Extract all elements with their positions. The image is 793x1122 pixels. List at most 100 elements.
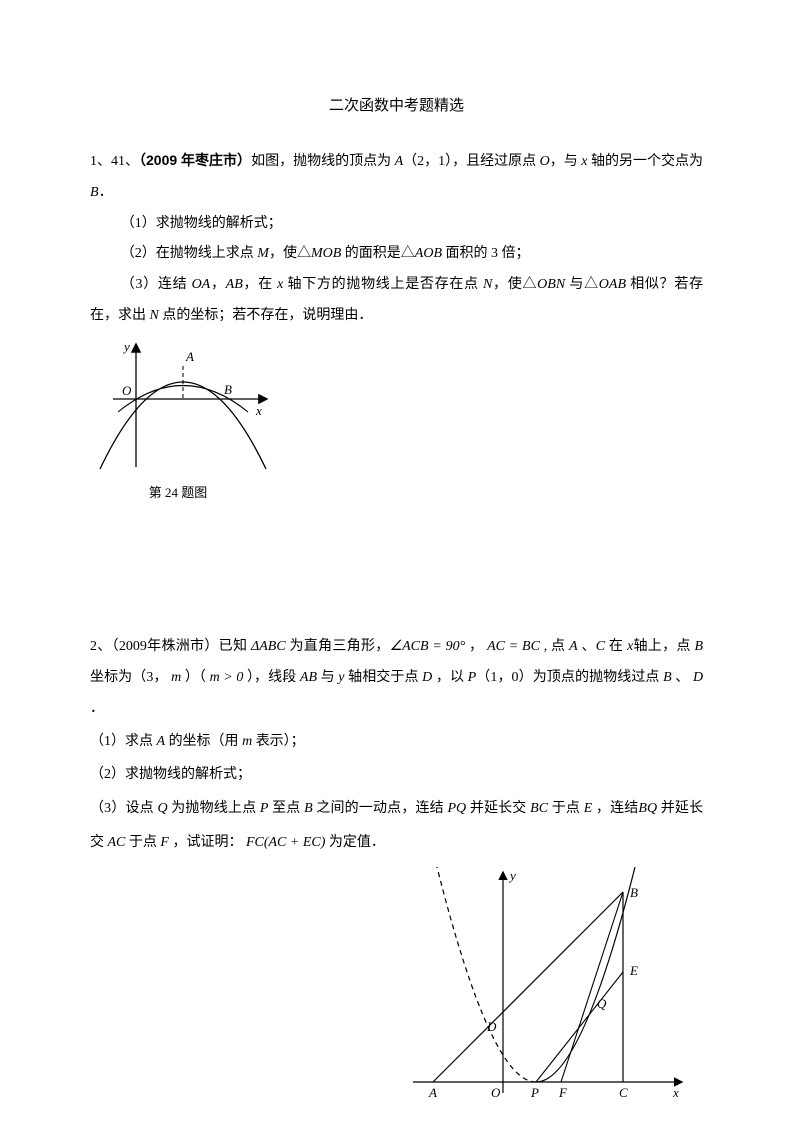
p1q2-c: 的面积是△ [341,246,415,261]
p1q2-d: 面积的 3 倍； [442,246,530,261]
p1-t4: 轴的另一个交点为 [588,154,704,169]
figure2: y B E Q D A O P F C x [403,867,693,1107]
fig2-x: x [672,1085,679,1100]
p2q1-b: 的坐标（用 [165,734,242,749]
p2-q2: （2）求抛物线的解析式； [90,758,703,792]
p1q3-N2: N [150,308,159,323]
p2q3-PQ: PQ [447,801,466,816]
p2-t2: ， [465,639,487,654]
p2-t3: , 点 [540,639,569,654]
page-title: 二次函数中考题精选 [90,90,703,123]
p2q3-F: F [160,835,169,850]
p2q3-g: ，连结 [592,801,638,816]
p2-t4: 、 [578,639,596,654]
problem1-intro: 1、41、（2009 年枣庄市）如图，抛物线的顶点为 A（2，1），且经过原点 … [90,145,703,209]
p2q1-c: 表示）； [252,734,305,749]
p1-q3: （3）连结 OA，AB，在 x 轴下方的抛物线上是否存在点 N，使△OBN 与△… [90,270,703,332]
p2q3-c: 至点 [268,801,304,816]
p2q3-BQ: BQ [638,801,657,816]
p2-t12: ，以 [432,670,467,685]
p2q3-j: ，试证明： [169,835,246,850]
fig2-Q: Q [597,996,607,1011]
p2-prefix: 2、（2009年株洲市）已知 [90,639,251,654]
fig1-A: A [185,349,194,364]
p2-A: A [569,639,578,654]
p2-t11: 轴相交于点 [345,670,423,685]
p1q3-t1: OBN [537,277,565,292]
p1q3-g: 点的坐标；若不存在，说明理由． [159,308,373,323]
p1q2-t2: AOB [415,246,442,261]
fig2-D: D [486,1019,497,1034]
p2-P: P [468,670,477,685]
p2q3-BC: BC [530,801,548,816]
fig2-C: C [619,1085,628,1100]
p2q3-B: B [304,801,313,816]
p2-t7: 坐标为（3， [90,670,171,685]
fig1-x: x [255,403,262,418]
p1-B: B [90,185,99,200]
p2-B: B [694,639,703,654]
problem2-intro: 2、（2009年株洲市）已知 ΔABC 为直角三角形，∠ACB = 90° ， … [90,632,703,724]
p1q2-t1: MOB [311,246,341,261]
p2q3-Q: Q [157,801,167,816]
p2-AB: AB [300,670,317,685]
fig2-P: P [530,1085,539,1100]
p2-t1: 为直角三角形， [286,639,390,654]
p2q1-m: m [242,734,252,749]
p1q3-ab: AB [226,277,243,292]
fig2-O: O [491,1085,501,1100]
p2-D: D [422,670,432,685]
p2q3-k: 为定值． [325,835,385,850]
p1-t5: ． [99,185,113,200]
fig1-y: y [122,339,130,354]
p1q2-M: M [257,246,269,261]
p2q3-E: E [584,801,593,816]
p1-prefix: 1、41、 [90,154,139,169]
p2-t13: （1，0）为顶点的抛物线过点 [476,670,663,685]
p1-t1: 如图，抛物线的顶点为 [251,154,395,169]
p2-B2: B [663,670,672,685]
p2-q3: （3）设点 Q 为抛物线上点 P 至点 B 之间的一动点，连结 PQ 并延长交 … [90,792,703,859]
figure1-block: y A O B x 第 24 题图 [98,337,703,508]
p1q3-a: （3）连结 [121,277,192,292]
p2-tri: ΔABC [251,639,286,654]
p2-q1: （1）求点 A 的坐标（用 m 表示）； [90,725,703,759]
figure2-wrap: y B E Q D A O P F C x [90,867,703,1107]
p1-source: （2009 年枣庄市） [139,152,251,168]
p1-q2: （2）在抛物线上求点 M，使△MOB 的面积是△AOB 面积的 3 倍； [90,239,703,270]
p1q2-a: （2）在抛物线上求点 [121,246,258,261]
p2-D2: D [693,670,703,685]
p2-C: C [596,639,605,654]
p2-t14: 、 [672,670,693,685]
p2q3-a: （3）设点 [90,801,157,816]
p2-t5: 在 [605,639,627,654]
p1q3-oa: OA [192,277,211,292]
p2q1-A: A [157,734,166,749]
p2-t10: 与 [317,670,338,685]
fig1-B: B [224,382,232,397]
p1-t2: （2，1），且经过原点 [403,154,540,169]
p1q3-c1: ， [210,277,225,292]
p1-q1: （1）求抛物线的解析式； [90,209,703,240]
p1q3-c: 轴下方的抛物线上是否存在点 [283,277,483,292]
fig2-F: F [558,1085,568,1100]
p2-t6: 轴上，点 [633,639,694,654]
p2-mgt: m > 0 [210,670,244,685]
p2-ang: ∠ACB = 90° [390,639,466,654]
p2-t8: ）（ [181,670,209,685]
p2q3-expr: FC(AC + EC) [246,835,325,850]
p2q3-e: 并延长交 [466,801,530,816]
p1-t3: ，与 [550,154,582,169]
p1q3-d: ，使△ [492,277,537,292]
p2q3-i: 于点 [125,835,160,850]
p2-t9: ），线段 [243,670,300,685]
figure1-caption: 第 24 题图 [98,479,258,508]
p2q1-a: （1）求点 [90,734,157,749]
p1q3-e: 与△ [565,277,599,292]
p1-O: O [540,154,550,169]
p2-eq1: AC = BC [487,639,540,654]
p1q3-b: ，在 [243,277,277,292]
fig2-y: y [508,868,516,883]
p1q3-t2: OAB [599,277,626,292]
p2q3-b: 为抛物线上点 [168,801,260,816]
